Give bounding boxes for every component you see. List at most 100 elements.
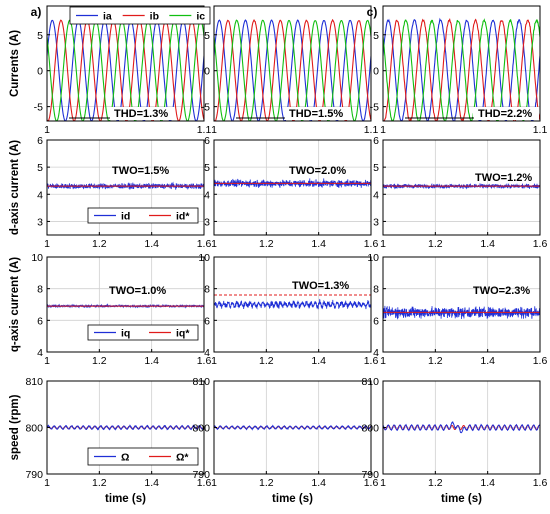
- ytick-label-r3-c2-0: 790: [361, 469, 379, 481]
- xtick-label-r2-c1-0: 1: [211, 355, 217, 367]
- x-axis-label-2: time (s): [441, 493, 482, 505]
- series-ic-r0-c0: [47, 19, 204, 121]
- xtick-label-r3-c1-0: 1: [211, 477, 217, 489]
- annotation-r1-c0: TWO=1.5%: [112, 165, 169, 177]
- ytick-label-r1-c0-0: 3: [37, 216, 43, 228]
- axes-frame-r1-c0: [46, 139, 205, 236]
- xtick-label-r1-c0-3: 1.6: [197, 238, 212, 250]
- xtick-label-r1-c0-2: 1.4: [144, 238, 159, 250]
- ytick-label-r2-c2-1: 6: [373, 315, 379, 327]
- ytick-label-r3-c2-2: 810: [361, 376, 379, 388]
- legend-r2-c0: iq iq*: [87, 324, 199, 341]
- legend-box-r2-c0: [87, 324, 199, 341]
- xtick-label-r2-c1-3: 1.6: [364, 355, 379, 367]
- xtick-label-r1-c2-2: 1.4: [480, 238, 495, 250]
- axes-frame-r0-c2: [382, 5, 541, 122]
- plot-area-r1-c0: [47, 181, 204, 190]
- xtick-label-r1-c1-3: 1.6: [364, 238, 379, 250]
- axes-frame-r0-c1: [213, 5, 372, 122]
- xtick-label-r0-c2-1: 1.1: [533, 124, 548, 136]
- legend-label-iq*: iq*: [176, 328, 190, 340]
- series-iq-r2-c2: [383, 305, 540, 320]
- legend-label-id*: id*: [176, 211, 190, 223]
- ytick-label-r3-c0-2: 810: [25, 376, 43, 388]
- series-Ω-r3-c1: [214, 424, 371, 431]
- ytick-label-r2-c0-3: 10: [31, 252, 43, 264]
- xtick-label-r3-c2-0: 1: [380, 477, 386, 489]
- ytick-label-r2-c2-2: 8: [373, 284, 379, 296]
- xtick-label-r3-c2-3: 1.6: [533, 477, 548, 489]
- series-iq-r2-c1: [214, 298, 371, 310]
- xtick-label-r0-c0-1: 1.1: [197, 124, 212, 136]
- panel-letter-2: c): [367, 5, 378, 19]
- series-id-r1-c2: [383, 182, 540, 190]
- annotation-r0-c1: THD=1.5%: [289, 108, 343, 120]
- xtick-label-r1-c0-0: 1: [44, 238, 50, 250]
- ytick-label-r3-c1-1: 800: [192, 423, 210, 435]
- ytick-label-r0-c2-1: 0: [373, 66, 379, 78]
- legend-r1-c0: id id*: [87, 207, 199, 224]
- xtick-label-r2-c0-1: 1.2: [92, 355, 107, 367]
- axes-frame-r1-c2: [382, 139, 541, 236]
- ytick-label-r1-c0-2: 5: [37, 162, 43, 174]
- ytick-label-r2-c1-1: 6: [204, 315, 210, 327]
- series-ia-r0-c1: [214, 19, 371, 121]
- xtick-label-r2-c0-3: 1.6: [197, 355, 212, 367]
- legend-label-ic: ic: [196, 11, 205, 23]
- plot-area-r3-c0: [47, 424, 204, 431]
- ytick-label-r3-c0-1: 800: [25, 423, 43, 435]
- series-id-r1-c0: [47, 181, 204, 190]
- ytick-label-r1-c1-0: 3: [204, 216, 210, 228]
- xtick-label-r2-c1-1: 1.2: [259, 355, 274, 367]
- axes-frame-r2-c0: [46, 256, 205, 353]
- xtick-label-r3-c2-2: 1.4: [480, 477, 495, 489]
- xtick-label-r0-c0-0: 1: [44, 124, 50, 136]
- legend-label-iq: iq: [121, 328, 130, 340]
- xtick-label-r3-c1-1: 1.2: [259, 477, 274, 489]
- ytick-label-r3-c1-2: 810: [192, 376, 210, 388]
- xtick-label-r3-c0-0: 1: [44, 477, 50, 489]
- y-axis-label-1: d-axis current (A): [9, 140, 21, 235]
- annotation-bg-r0-c2: [473, 107, 539, 120]
- legend-box-r1-c0: [87, 207, 199, 224]
- xtick-label-r3-c0-1: 1.2: [92, 477, 107, 489]
- ytick-label-r1-c1-2: 5: [204, 162, 210, 174]
- ytick-label-r0-c1-1: 0: [204, 66, 210, 78]
- legend-r0-c0: ia ib ic: [69, 6, 211, 25]
- annotation-r2-c2: TWO=2.3%: [473, 285, 530, 297]
- xtick-label-r0-c1-1: 1.1: [364, 124, 379, 136]
- ytick-label-r2-c0-2: 8: [37, 284, 43, 296]
- ytick-label-r2-c2-0: 4: [373, 347, 379, 359]
- legend-box-r3-c0: [87, 447, 199, 466]
- legend-label-ib: ib: [150, 11, 159, 23]
- ytick-label-r3-c2-1: 800: [361, 423, 379, 435]
- plot-area-r2-c1: [214, 294, 371, 310]
- ytick-label-r0-c0-0: -5: [34, 102, 43, 114]
- series-Ω-r3-c2: [383, 421, 540, 434]
- series-ia-r0-c0: [47, 19, 204, 121]
- frame-layer: [46, 5, 541, 475]
- xtick-label-r2-c2-0: 1: [380, 355, 386, 367]
- xtick-label-r1-c2-0: 1: [380, 238, 386, 250]
- axes-frame-r0-c0: [46, 5, 205, 122]
- legend-label-Ω*: Ω*: [176, 452, 189, 464]
- series-ic-r0-c2: [383, 18, 540, 121]
- ytick-label-r3-c1-0: 790: [192, 469, 210, 481]
- ytick-label-r1-c0-3: 6: [37, 135, 43, 147]
- plot-area-r3-c1: [214, 424, 371, 431]
- ytick-label-r0-c0-1: 0: [37, 66, 43, 78]
- grid-layer: [46, 6, 541, 475]
- y-axis-label-3: speed (rpm): [9, 394, 21, 460]
- annotation-r0-c0: THD=1.3%: [114, 108, 168, 120]
- annotation-bg-r0-c0: [109, 107, 175, 120]
- ytick-label-r1-c1-1: 4: [204, 189, 210, 201]
- axes-frame-r2-c1: [213, 256, 372, 353]
- ytick-label-r0-c1-0: -5: [201, 102, 210, 114]
- legend-r3-c0: Ω Ω*: [87, 447, 199, 466]
- axes-frame-r1-c1: [213, 139, 372, 236]
- series-Ω*-r3-c2: [383, 424, 540, 431]
- xtick-label-r1-c1-0: 1: [211, 238, 217, 250]
- ytick-label-r1-c2-1: 4: [373, 189, 379, 201]
- x-axis-label-1: time (s): [272, 493, 313, 505]
